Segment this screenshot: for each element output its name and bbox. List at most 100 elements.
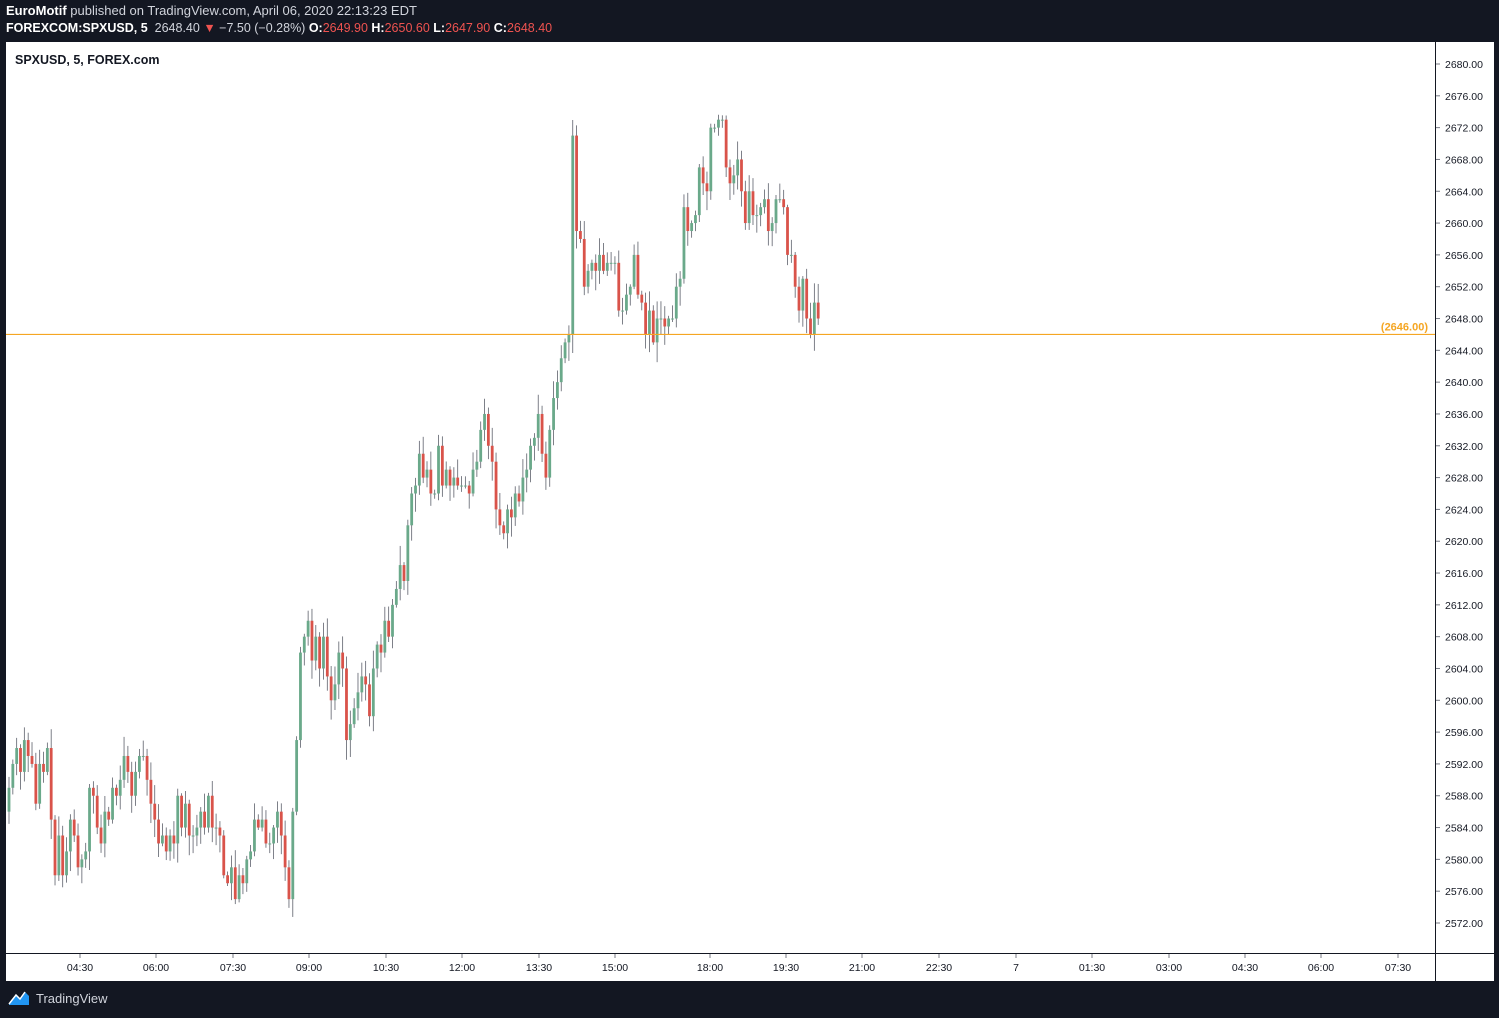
y-tick-label: 2612.00 (1445, 600, 1483, 612)
candle-body (778, 199, 782, 201)
candle-body (145, 755, 149, 780)
candle-body (88, 787, 91, 852)
y-tick-label: 2648.00 (1445, 314, 1483, 326)
candle-body (76, 835, 80, 868)
candle-body (226, 875, 229, 884)
candle-body (605, 262, 609, 271)
footer: TradingView (8, 990, 108, 1006)
candle-body (260, 819, 264, 828)
price-axis[interactable]: 2680.00 2676.00 2672.00 2668.00 2664.00 2660.… (1436, 42, 1494, 953)
y-tick-label: 2664.00 (1445, 186, 1483, 198)
candle-body (502, 525, 506, 534)
open-label: O: (308, 21, 323, 35)
change-arrow-icon: ▼ (203, 21, 216, 35)
candle-body (141, 755, 145, 757)
candle-body (709, 127, 713, 192)
symbol-name: FOREXCOM:SPXUSD, 5 (6, 21, 148, 35)
chart-frame: (2646.00) SPXUSD, 5, FOREX.com 2680.00 26… (6, 42, 1494, 981)
y-tick-label: 2628.00 (1445, 473, 1483, 485)
candle-body (740, 159, 743, 192)
author-name[interactable]: EuroMotif (6, 3, 67, 18)
candle-body (766, 199, 770, 232)
candle-body (299, 652, 302, 741)
candle-body (360, 676, 364, 693)
candle-body (406, 525, 410, 581)
y-tick-label: 2592.00 (1445, 759, 1483, 771)
candle-body (203, 811, 206, 828)
x-tick-label: 22:30 (926, 962, 952, 974)
candle-body (586, 270, 590, 287)
candle-body (61, 835, 65, 876)
candle-body (214, 827, 218, 829)
candle-body (114, 787, 118, 796)
candle-body (444, 469, 448, 486)
candle-body (49, 748, 53, 820)
candle-body (80, 859, 84, 868)
candle-body (352, 708, 356, 725)
candle-body (387, 620, 391, 637)
candle-body (621, 310, 624, 312)
candle-body (440, 445, 444, 486)
candle-body (724, 119, 728, 168)
x-tick-label: 07:30 (1385, 962, 1411, 974)
x-tick-label: 09:00 (296, 962, 322, 974)
time-axis[interactable]: 04:30 06:00 07:30 09:00 10:30 12:00 13:30 15:00… (6, 954, 1435, 981)
candle-body (421, 453, 425, 478)
high-value: 2650.60 (384, 21, 430, 35)
brand-name[interactable]: TradingView (36, 990, 108, 1006)
candle-body (134, 771, 137, 796)
candle-body (667, 318, 671, 327)
candle-body (486, 413, 490, 446)
candle-body (498, 509, 502, 526)
candle-body (494, 461, 498, 510)
price-axis-labels: 2680.00 2676.00 2672.00 2668.00 2664.00 2660.… (1436, 59, 1483, 930)
candle-body (153, 803, 157, 820)
x-tick-label: 03:00 (1156, 962, 1182, 974)
candle-body (659, 318, 663, 320)
last-price: 2648.40 (154, 21, 200, 35)
candle-body (410, 493, 414, 526)
candle-body (513, 493, 517, 518)
candle-body (233, 867, 237, 900)
candle-body (118, 779, 122, 796)
candle-body (398, 565, 402, 589)
candle-body (594, 262, 598, 271)
candle-body (264, 819, 268, 844)
candle-body (759, 207, 763, 216)
candle-body (786, 207, 789, 255)
candle-body (287, 867, 291, 900)
candle-body (383, 620, 387, 653)
candle-body (180, 795, 183, 828)
candle-body (509, 509, 513, 518)
candle-body (333, 684, 337, 701)
candle-body (671, 318, 674, 320)
candle-body (15, 748, 19, 764)
chart-plot-area[interactable]: (2646.00) SPXUSD, 5, FOREX.com (6, 42, 1435, 953)
candle-body (207, 795, 210, 828)
x-tick-label: 13:30 (526, 962, 552, 974)
candle-body (617, 262, 621, 311)
x-tick-label: 01:30 (1079, 962, 1105, 974)
candle-body (371, 668, 375, 717)
candle-body (717, 119, 720, 128)
candle-body (172, 835, 176, 844)
candle-body (732, 175, 736, 184)
candle-body (256, 819, 260, 828)
price-change: −7.50 (−0.28%) (219, 21, 306, 35)
candle-body (210, 795, 214, 828)
candle-body (467, 485, 471, 494)
candle-body (743, 191, 747, 224)
x-tick-label: 19:30 (773, 962, 799, 974)
candle-body (525, 469, 529, 478)
candle-body (755, 215, 759, 217)
x-tick-label: 12:00 (449, 962, 475, 974)
candle-body (747, 191, 751, 224)
candle-body (728, 167, 732, 184)
y-tick-label: 2580.00 (1445, 854, 1483, 866)
candle-body (720, 119, 724, 121)
candle-body (805, 278, 809, 319)
candle-body (517, 493, 521, 502)
candle-body (471, 469, 475, 494)
candle-body (433, 493, 437, 495)
candle-body (417, 453, 421, 486)
